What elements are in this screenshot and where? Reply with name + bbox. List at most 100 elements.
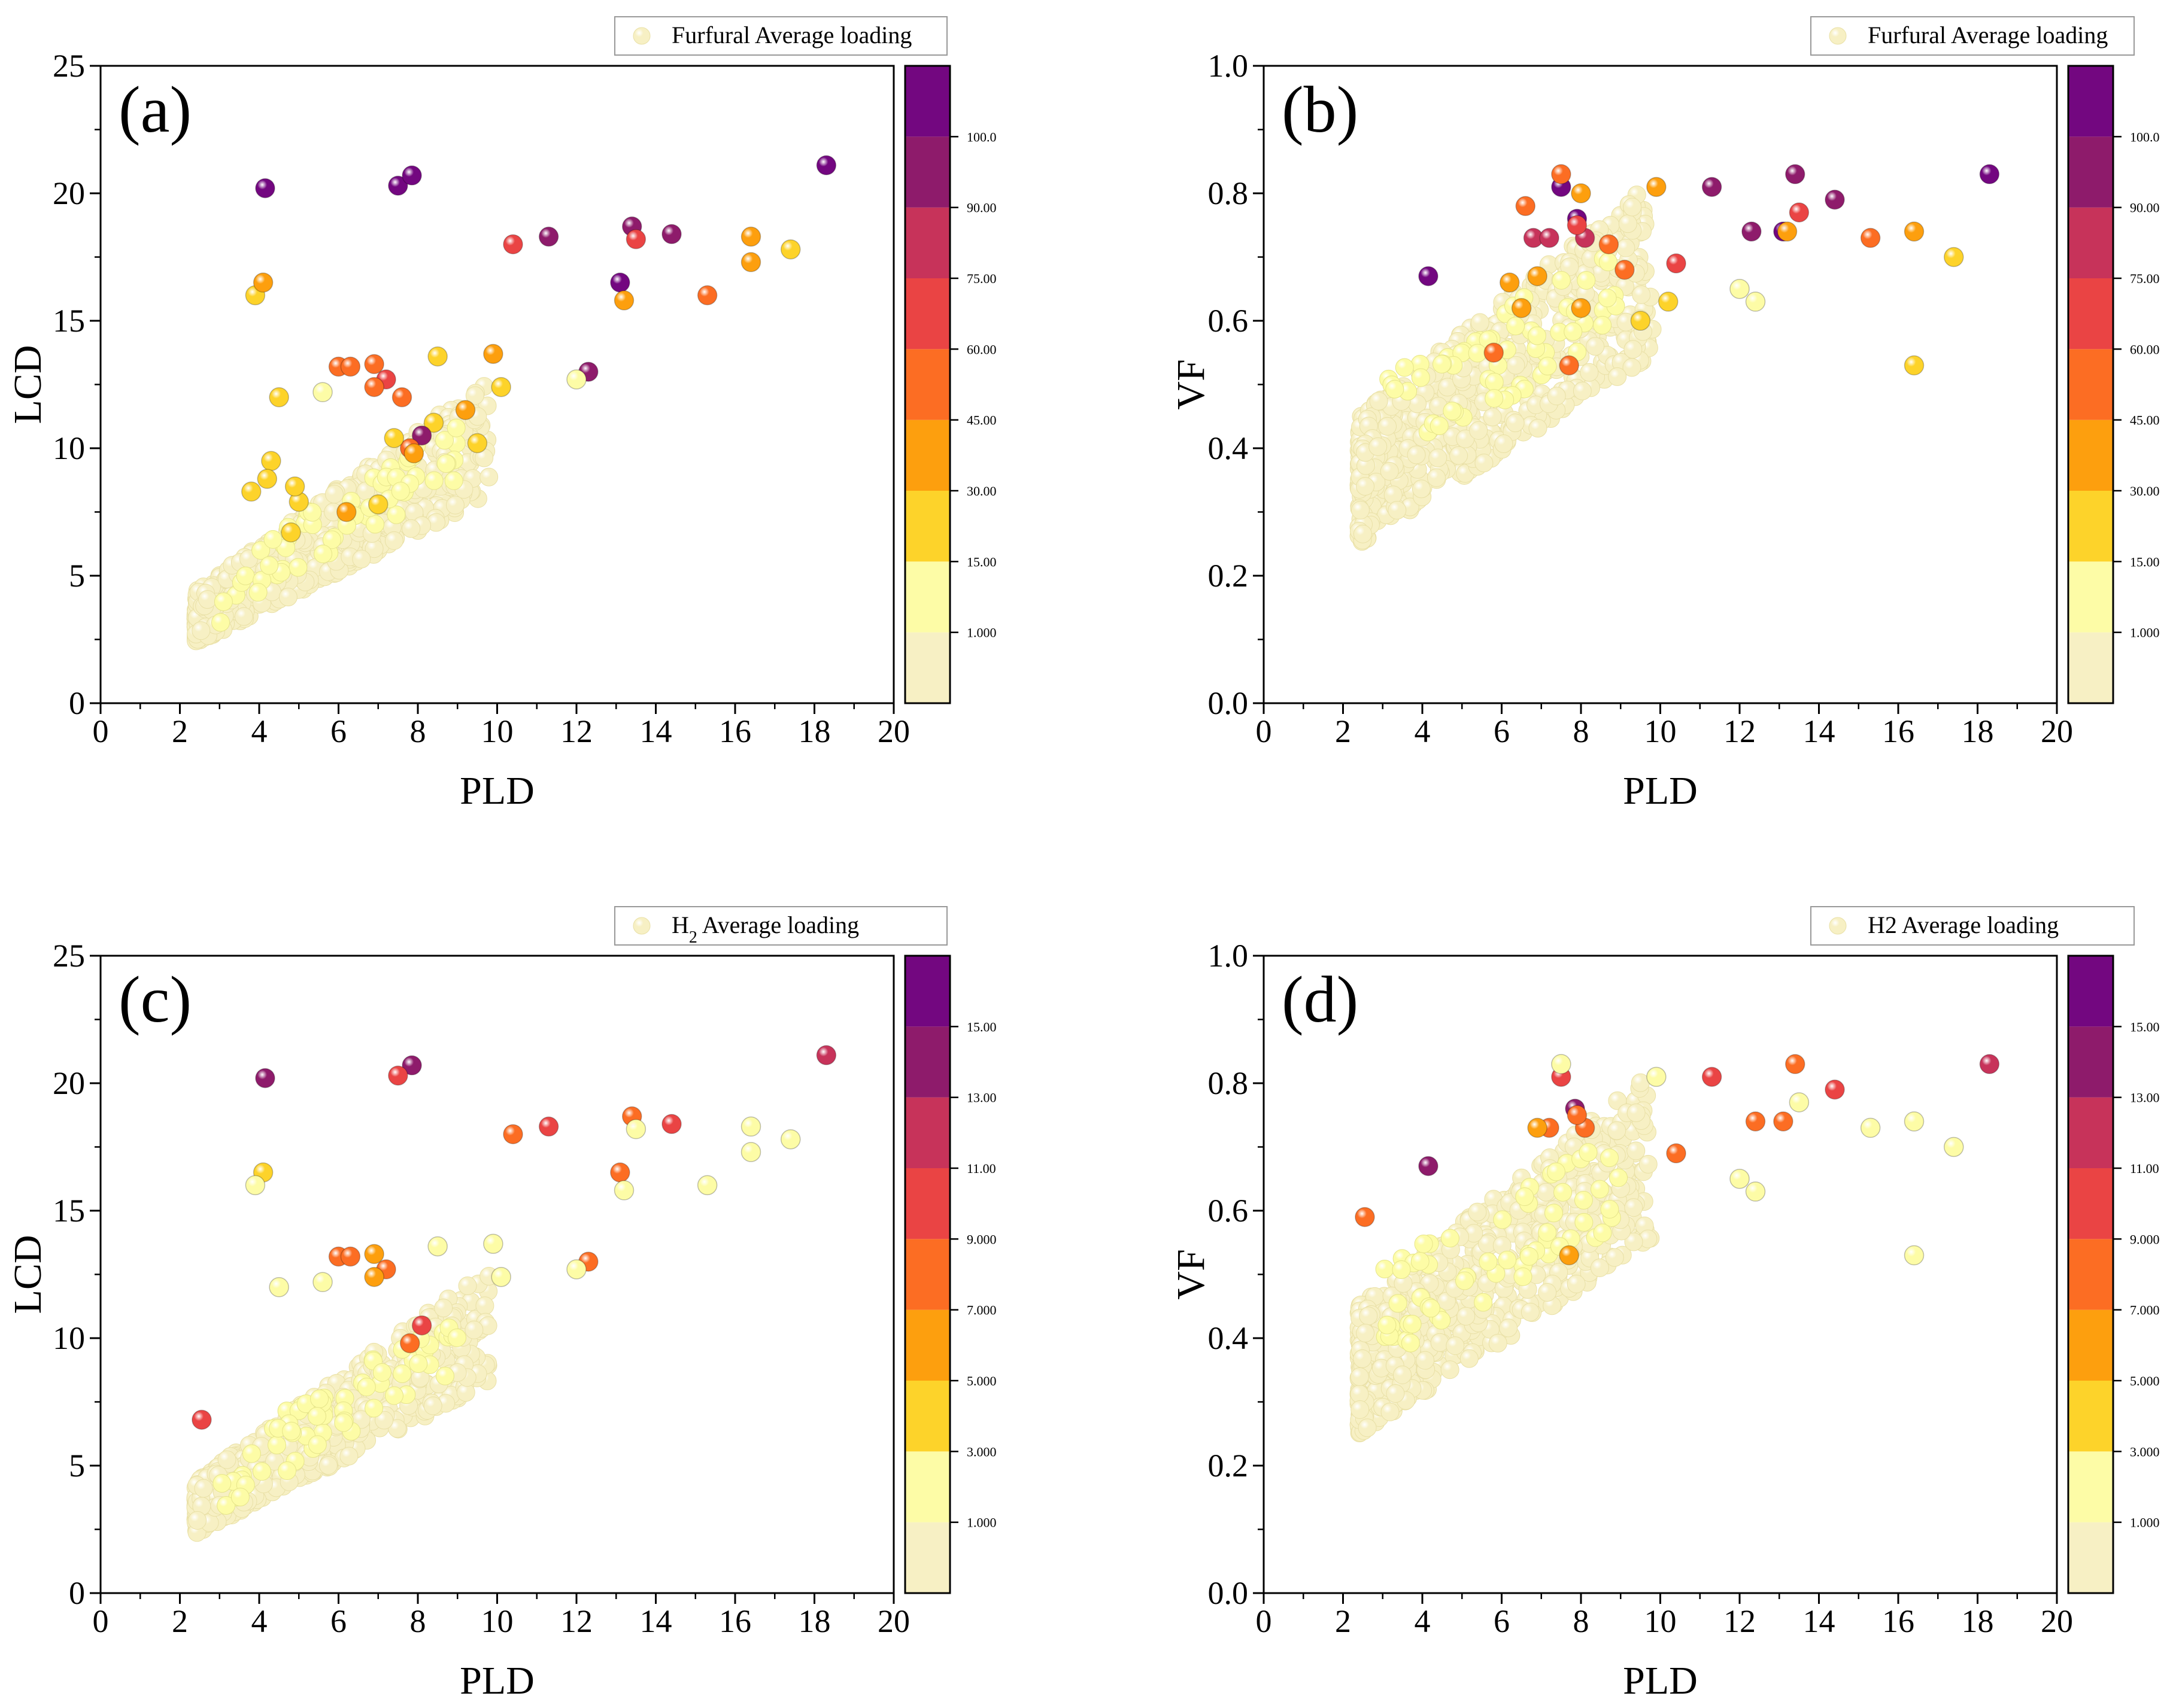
- y-tick-label: 0.4: [1208, 1320, 1249, 1356]
- colorbar-tick-label: 90.00: [2130, 200, 2160, 215]
- x-tick-label: 2: [172, 1603, 188, 1639]
- x-tick-label: 8: [1573, 1603, 1589, 1639]
- data-point: [475, 1296, 494, 1315]
- x-tick-label: 12: [560, 713, 593, 749]
- colorbar-band: [2068, 207, 2113, 278]
- data-point: [1553, 1183, 1573, 1202]
- x-tick-label: 14: [1803, 713, 1835, 749]
- data-point: [1701, 1066, 1722, 1087]
- colorbar: 1.000 3.000 5.000 7.000 9.000 11.00 13.00 15.00: [904, 955, 997, 1594]
- data-point: [255, 1068, 275, 1089]
- colorbar-tick-label: 60.00: [967, 342, 997, 357]
- data-point: [1666, 253, 1686, 273]
- data-point: [1789, 1092, 1810, 1113]
- data-point: [465, 1320, 484, 1339]
- colorbar-tick-label: 75.00: [2130, 271, 2160, 286]
- colorbar-band: [905, 1309, 950, 1381]
- data-point: [697, 1175, 718, 1196]
- data-point: [1590, 1258, 1609, 1277]
- y-tick-label: 0: [69, 685, 85, 721]
- data-point: [1485, 373, 1504, 392]
- data-point: [740, 1142, 761, 1162]
- data-point: [261, 451, 281, 472]
- data-point: [427, 346, 448, 367]
- data-point: [503, 234, 523, 254]
- panel-label: (d): [1282, 963, 1358, 1036]
- colorbar-tick-label: 9.000: [2130, 1232, 2160, 1247]
- x-tick-label: 10: [1644, 713, 1677, 749]
- data-point: [1564, 322, 1583, 341]
- data-point: [1388, 1294, 1407, 1313]
- data-point: [1386, 1384, 1405, 1403]
- data-point: [1547, 387, 1566, 406]
- data-point: [1538, 1283, 1557, 1302]
- x-tick-label: 0: [93, 1603, 109, 1639]
- data-point: [1701, 177, 1722, 197]
- x-axis-label: PLD: [1623, 769, 1698, 813]
- legend: H2 Average loading: [614, 906, 948, 947]
- data-point: [1401, 1333, 1420, 1353]
- x-tick-label: 0: [1256, 713, 1272, 749]
- legend-marker: [633, 27, 651, 45]
- colorbar-band: [905, 278, 950, 349]
- data-point: [1359, 1306, 1378, 1326]
- data-point: [1593, 315, 1612, 335]
- x-tick-label: 4: [251, 713, 268, 749]
- data-point: [445, 496, 465, 515]
- x-tick-label: 14: [640, 1603, 672, 1639]
- x-tick-label: 20: [878, 1603, 910, 1639]
- colorbar: 1.000 15.00 30.00 45.00 60.00 75.00 90.00 100.0: [904, 65, 997, 704]
- colorbar-tick-label: 5.000: [2130, 1373, 2160, 1388]
- data-point: [610, 1162, 630, 1183]
- data-point: [312, 382, 333, 403]
- data-point: [614, 290, 635, 311]
- colorbar-band: [2068, 1451, 2113, 1522]
- colorbar-tick-label: 13.00: [2130, 1090, 2160, 1105]
- x-tick-label: 16: [1882, 713, 1914, 749]
- panel-label: (c): [119, 963, 192, 1036]
- data-point: [257, 469, 277, 489]
- data-point: [1369, 391, 1388, 411]
- data-point: [340, 1246, 361, 1267]
- data-point: [352, 549, 371, 569]
- data-point: [336, 502, 357, 522]
- data-point: [1539, 227, 1559, 248]
- data-point: [1506, 317, 1525, 336]
- data-point: [1538, 1223, 1557, 1242]
- x-tick-label: 20: [2041, 713, 2073, 749]
- data-point: [1515, 196, 1535, 217]
- data-point: [1825, 1079, 1845, 1100]
- data-point: [1600, 1148, 1619, 1168]
- data-point: [1356, 477, 1375, 496]
- data-point: [447, 418, 466, 437]
- data-point: [1350, 1400, 1370, 1419]
- y-tick-label: 0.8: [1208, 1065, 1249, 1101]
- chart-panel-d: 0 2 4 6 8 10 12 14 16 18 20 0.0 0.2 0.4 0.6 0.8 1.0 PLD VF…: [1169, 906, 2160, 1703]
- data-point: [251, 541, 271, 560]
- data-point: [403, 443, 424, 464]
- data-point: [278, 588, 298, 607]
- data-point: [503, 1124, 523, 1144]
- legend-label: H2 Average loading: [1868, 911, 2059, 938]
- data-point: [1608, 367, 1627, 386]
- data-point: [339, 1446, 359, 1466]
- data-point: [1421, 1299, 1440, 1318]
- data-point: [740, 1116, 761, 1137]
- x-tick-label: 2: [1335, 1603, 1351, 1639]
- data-point: [1623, 197, 1642, 217]
- data-point: [1468, 1202, 1487, 1221]
- data-point: [289, 558, 308, 577]
- data-point: [1593, 1223, 1612, 1242]
- x-tick-label: 2: [172, 713, 188, 749]
- colorbar-tick-label: 1.000: [2130, 1515, 2160, 1530]
- y-tick-label: 0.2: [1208, 558, 1249, 594]
- colorbar-tick-label: 3.000: [2130, 1444, 2160, 1459]
- colorbar-band: [2068, 66, 2113, 137]
- data-point: [610, 272, 630, 293]
- data-point: [1944, 1136, 1964, 1157]
- panel-label: (a): [119, 73, 192, 146]
- data-point: [1658, 291, 1679, 312]
- data-point: [310, 1389, 329, 1408]
- colorbar-tick-label: 3.000: [967, 1444, 997, 1459]
- data-point: [1440, 1229, 1459, 1248]
